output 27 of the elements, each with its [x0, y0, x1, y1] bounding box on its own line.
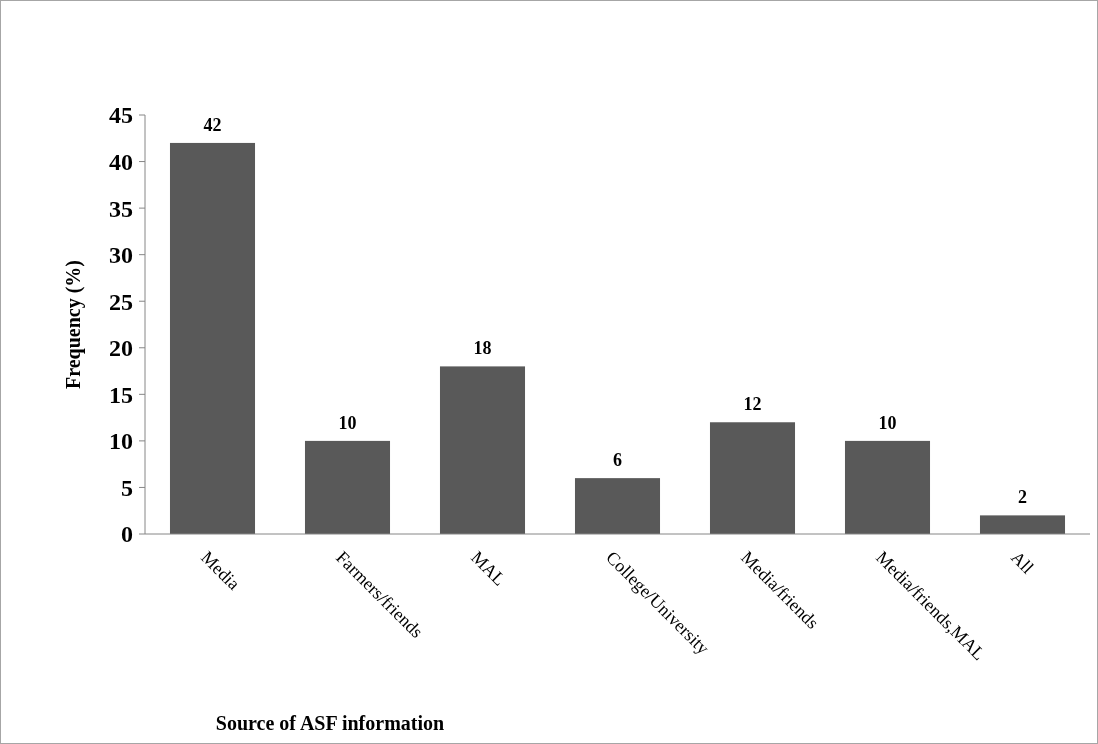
data-label: 12 [743, 394, 762, 415]
y-tick-label: 45 [109, 102, 133, 129]
data-label: 2 [1018, 487, 1027, 508]
y-tick-label: 10 [109, 428, 133, 455]
y-tick-label: 35 [109, 195, 133, 222]
y-tick-label: 5 [121, 474, 133, 501]
bar [844, 440, 931, 534]
x-axis-title: Source of ASF information [215, 712, 445, 734]
y-tick-label: 0 [121, 521, 133, 548]
bar [574, 478, 661, 534]
bar [709, 422, 796, 534]
x-tick-label: All [1007, 547, 1038, 578]
data-label: 42 [203, 114, 222, 135]
y-tick-label: 40 [109, 148, 133, 175]
y-tick-label: 20 [109, 335, 133, 362]
y-tick-label: 15 [109, 381, 133, 408]
data-label: 10 [878, 412, 897, 433]
data-label: 6 [613, 450, 622, 471]
bar [304, 440, 391, 534]
bar [169, 142, 256, 534]
data-label: 18 [473, 338, 492, 359]
y-axis-title: Frequency (%) [62, 259, 85, 390]
data-label: 10 [338, 412, 357, 433]
y-tick-label: 25 [109, 288, 133, 315]
y-tick-label: 30 [109, 242, 133, 269]
bar [439, 366, 526, 534]
bar [979, 515, 1066, 534]
